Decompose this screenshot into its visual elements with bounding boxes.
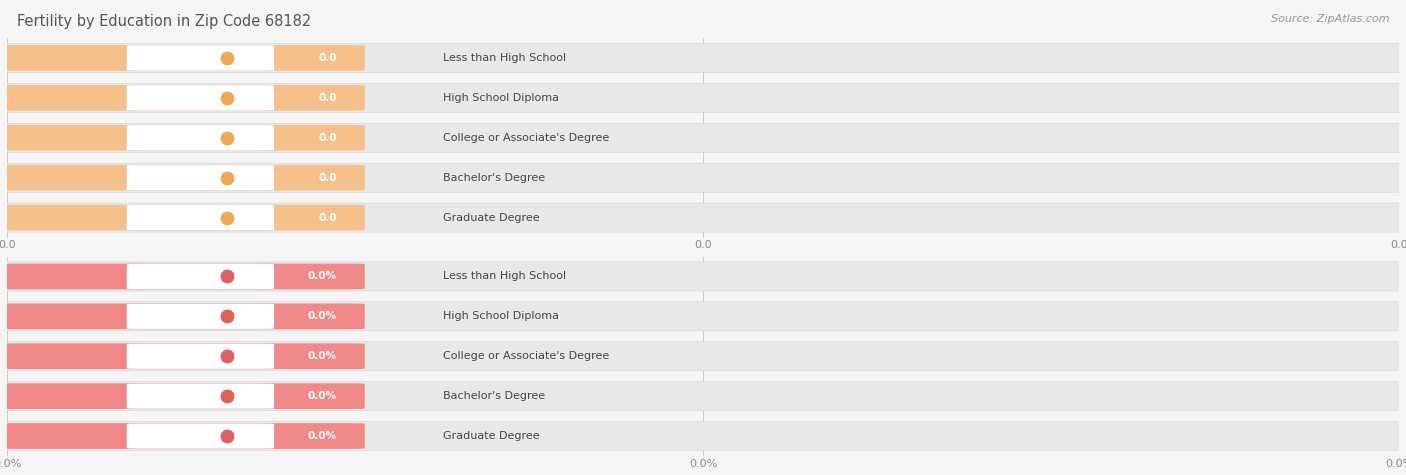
FancyBboxPatch shape xyxy=(0,304,364,329)
FancyBboxPatch shape xyxy=(3,43,1402,73)
Text: 0.0%: 0.0% xyxy=(308,431,337,441)
Text: Graduate Degree: Graduate Degree xyxy=(443,431,540,441)
FancyBboxPatch shape xyxy=(127,424,274,448)
FancyBboxPatch shape xyxy=(0,264,364,289)
Text: 0.0: 0.0 xyxy=(318,172,337,183)
Text: High School Diploma: High School Diploma xyxy=(443,311,558,322)
Text: 0.0: 0.0 xyxy=(318,212,337,223)
Text: College or Associate's Degree: College or Associate's Degree xyxy=(443,133,609,143)
Text: Source: ZipAtlas.com: Source: ZipAtlas.com xyxy=(1271,14,1389,24)
Text: Bachelor's Degree: Bachelor's Degree xyxy=(443,391,546,401)
FancyBboxPatch shape xyxy=(3,203,1402,232)
FancyBboxPatch shape xyxy=(3,302,1402,331)
Text: 0.0%: 0.0% xyxy=(308,351,337,361)
Text: Graduate Degree: Graduate Degree xyxy=(443,212,540,223)
FancyBboxPatch shape xyxy=(3,342,1402,371)
FancyBboxPatch shape xyxy=(0,45,364,71)
Text: 0.0: 0.0 xyxy=(318,53,337,63)
FancyBboxPatch shape xyxy=(3,83,1402,113)
Text: 0.0%: 0.0% xyxy=(308,271,337,282)
Text: 0.0: 0.0 xyxy=(318,133,337,143)
Text: Fertility by Education in Zip Code 68182: Fertility by Education in Zip Code 68182 xyxy=(17,14,311,29)
Text: 0.0: 0.0 xyxy=(318,93,337,103)
FancyBboxPatch shape xyxy=(127,205,274,230)
FancyBboxPatch shape xyxy=(0,165,364,190)
Text: High School Diploma: High School Diploma xyxy=(443,93,558,103)
FancyBboxPatch shape xyxy=(0,205,364,230)
FancyBboxPatch shape xyxy=(3,262,1402,291)
FancyBboxPatch shape xyxy=(0,343,364,369)
FancyBboxPatch shape xyxy=(3,163,1402,192)
FancyBboxPatch shape xyxy=(127,165,274,190)
Text: Less than High School: Less than High School xyxy=(443,53,565,63)
Text: Bachelor's Degree: Bachelor's Degree xyxy=(443,172,546,183)
FancyBboxPatch shape xyxy=(127,86,274,110)
Text: Less than High School: Less than High School xyxy=(443,271,565,282)
FancyBboxPatch shape xyxy=(127,344,274,369)
Text: 0.0%: 0.0% xyxy=(308,311,337,322)
FancyBboxPatch shape xyxy=(127,384,274,408)
FancyBboxPatch shape xyxy=(127,125,274,150)
FancyBboxPatch shape xyxy=(0,383,364,409)
FancyBboxPatch shape xyxy=(127,264,274,289)
Text: 0.0%: 0.0% xyxy=(308,391,337,401)
Text: College or Associate's Degree: College or Associate's Degree xyxy=(443,351,609,361)
FancyBboxPatch shape xyxy=(127,46,274,70)
FancyBboxPatch shape xyxy=(3,421,1402,451)
FancyBboxPatch shape xyxy=(0,125,364,151)
FancyBboxPatch shape xyxy=(3,123,1402,152)
FancyBboxPatch shape xyxy=(127,304,274,329)
FancyBboxPatch shape xyxy=(0,423,364,449)
FancyBboxPatch shape xyxy=(0,85,364,111)
FancyBboxPatch shape xyxy=(3,381,1402,411)
